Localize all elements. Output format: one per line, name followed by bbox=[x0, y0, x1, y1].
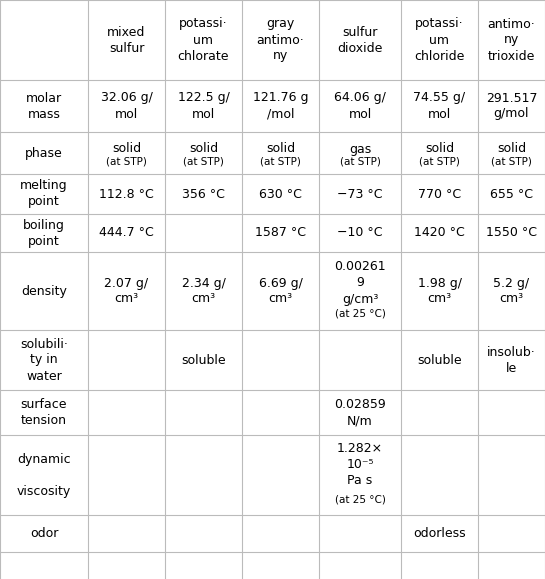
Text: solid: solid bbox=[497, 142, 526, 156]
Text: solid: solid bbox=[112, 142, 141, 156]
Text: mixed
sulfur: mixed sulfur bbox=[107, 25, 146, 54]
Text: dynamic

viscosity: dynamic viscosity bbox=[17, 453, 71, 497]
Text: (at 25 °C): (at 25 °C) bbox=[335, 308, 385, 318]
Text: 1550 °C: 1550 °C bbox=[486, 226, 537, 240]
Text: 112.8 °C: 112.8 °C bbox=[99, 188, 154, 200]
Text: soluble: soluble bbox=[181, 354, 226, 367]
Text: 1587 °C: 1587 °C bbox=[255, 226, 306, 240]
Text: potassi·
um
chlorate: potassi· um chlorate bbox=[178, 17, 229, 63]
Text: boiling
point: boiling point bbox=[23, 218, 65, 247]
Text: 630 °C: 630 °C bbox=[259, 188, 302, 200]
Text: 291.517
g/mol: 291.517 g/mol bbox=[486, 91, 537, 120]
Text: 356 °C: 356 °C bbox=[182, 188, 225, 200]
Text: −73 °C: −73 °C bbox=[337, 188, 383, 200]
Text: 6.69 g/
cm³: 6.69 g/ cm³ bbox=[258, 277, 302, 306]
Text: 0.02859
N/m: 0.02859 N/m bbox=[334, 398, 386, 427]
Text: 2.07 g/
cm³: 2.07 g/ cm³ bbox=[105, 277, 149, 306]
Text: potassi·
um
chloride: potassi· um chloride bbox=[414, 17, 465, 63]
Text: solid: solid bbox=[266, 142, 295, 156]
Text: surface
tension: surface tension bbox=[21, 398, 67, 427]
Text: soluble: soluble bbox=[417, 354, 462, 367]
Text: (at STP): (at STP) bbox=[491, 157, 532, 167]
Text: 122.5 g/
mol: 122.5 g/ mol bbox=[178, 91, 229, 120]
Text: melting
point: melting point bbox=[20, 179, 68, 208]
Text: 64.06 g/
mol: 64.06 g/ mol bbox=[334, 91, 386, 120]
Text: gas: gas bbox=[349, 142, 371, 156]
Text: phase: phase bbox=[25, 146, 63, 159]
Text: (at STP): (at STP) bbox=[340, 157, 380, 167]
Text: antimo·
ny
trioxide: antimo· ny trioxide bbox=[488, 17, 535, 63]
Text: molar
mass: molar mass bbox=[26, 91, 62, 120]
Text: odor: odor bbox=[30, 527, 58, 540]
Text: (at STP): (at STP) bbox=[183, 157, 224, 167]
Text: odorless: odorless bbox=[413, 527, 466, 540]
Text: 444.7 °C: 444.7 °C bbox=[99, 226, 154, 240]
Text: 770 °C: 770 °C bbox=[418, 188, 461, 200]
Text: solubili·
ty in
water: solubili· ty in water bbox=[20, 338, 68, 383]
Text: density: density bbox=[21, 284, 67, 298]
Text: (at STP): (at STP) bbox=[106, 157, 147, 167]
Text: 74.55 g/
mol: 74.55 g/ mol bbox=[414, 91, 465, 120]
Text: (at STP): (at STP) bbox=[260, 157, 301, 167]
Text: 32.06 g/
mol: 32.06 g/ mol bbox=[101, 91, 153, 120]
Text: solid: solid bbox=[425, 142, 454, 156]
Text: 121.76 g
/mol: 121.76 g /mol bbox=[253, 91, 308, 120]
Text: 2.34 g/
cm³: 2.34 g/ cm³ bbox=[181, 277, 226, 306]
Text: (at 25 °C): (at 25 °C) bbox=[335, 494, 385, 504]
Text: insolub·
le: insolub· le bbox=[487, 346, 536, 375]
Text: (at STP): (at STP) bbox=[419, 157, 460, 167]
Text: gray
antimo·
ny: gray antimo· ny bbox=[257, 17, 304, 63]
Text: sulfur
dioxide: sulfur dioxide bbox=[337, 25, 383, 54]
Text: −10 °C: −10 °C bbox=[337, 226, 383, 240]
Text: 1420 °C: 1420 °C bbox=[414, 226, 465, 240]
Text: 5.2 g/
cm³: 5.2 g/ cm³ bbox=[493, 277, 530, 306]
Text: solid: solid bbox=[189, 142, 218, 156]
Text: 655 °C: 655 °C bbox=[490, 188, 533, 200]
Text: 1.98 g/
cm³: 1.98 g/ cm³ bbox=[417, 277, 462, 306]
Text: 0.00261
9
g/cm³: 0.00261 9 g/cm³ bbox=[334, 261, 386, 306]
Text: 1.282×
10⁻⁵
Pa s: 1.282× 10⁻⁵ Pa s bbox=[337, 442, 383, 488]
